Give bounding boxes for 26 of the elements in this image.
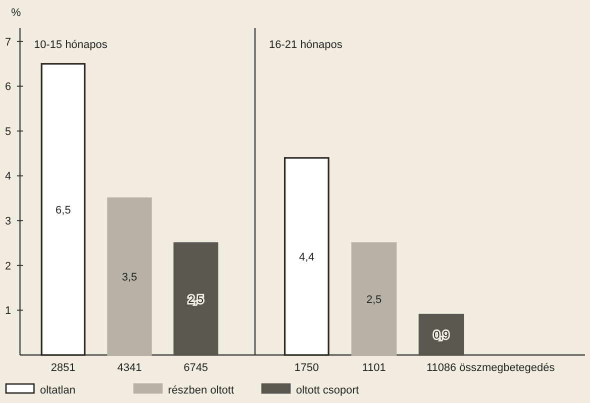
- y-tick-label: 1: [4, 305, 12, 318]
- x-tick-label: 11086: [426, 362, 456, 374]
- legend-label: részben oltott: [168, 384, 234, 396]
- text: 10-15 hónapos: [34, 39, 108, 51]
- y-tick-label: 5: [4, 126, 12, 138]
- x-tick-label: 4341: [117, 362, 142, 374]
- data-label: 2,5: [188, 294, 204, 306]
- y-tick-label: 7: [4, 36, 12, 48]
- y-tick-label: 6: [4, 81, 12, 94]
- x-tick-label: 1750: [294, 362, 319, 374]
- y-tick-label: 3: [4, 215, 12, 228]
- x-axis-title: összmegbetegedés: [459, 362, 556, 374]
- chart-title: 16-21 hónapos: [269, 39, 343, 51]
- x-tick-label: 2851: [50, 362, 76, 374]
- data-label: 0,9: [434, 330, 449, 342]
- legend-label: oltatlan: [40, 384, 76, 396]
- data-label: 4,4: [299, 251, 314, 264]
- data-label: 3,5: [122, 271, 138, 284]
- legend-label: oltott csoport: [296, 384, 359, 396]
- data-label: 2,5: [366, 294, 382, 306]
- data-label: 6,5: [56, 204, 71, 216]
- x-tick-label: 1101: [362, 362, 386, 374]
- y-axis-title: %: [11, 7, 22, 19]
- y-tick-label: 2: [4, 260, 12, 272]
- y-tick-label: 4: [4, 170, 12, 183]
- x-tick-label: 6745: [184, 362, 208, 374]
